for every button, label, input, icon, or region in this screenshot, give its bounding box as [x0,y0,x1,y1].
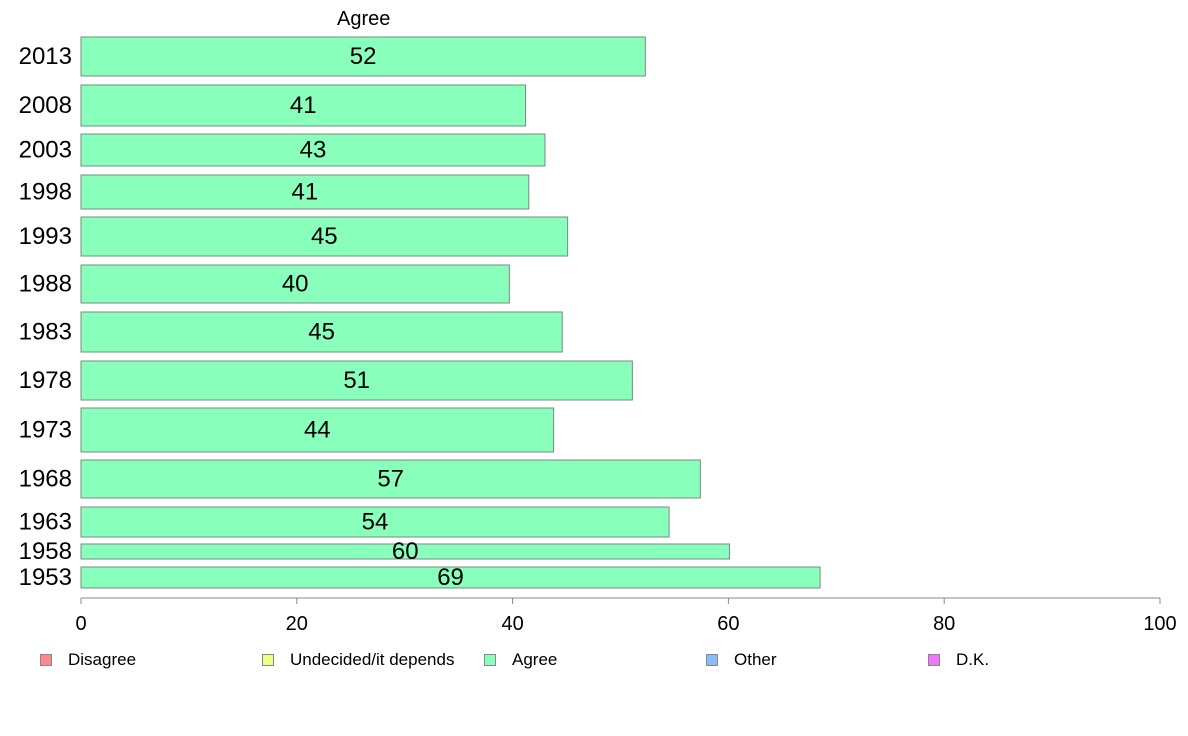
data-label: 69 [437,564,464,591]
bar-1978 [80,360,633,401]
legend-item: D.K. [928,650,989,670]
bar-1963 [80,506,670,538]
legend-swatch [928,654,940,666]
bar-1958 [80,543,730,560]
legend-item: Agree [484,650,557,670]
bar-1953 [80,566,821,589]
y-tick-label: 1968 [19,466,72,493]
x-tick-label: 60 [717,613,739,635]
x-tick-label: 80 [933,613,955,635]
bar-chart: Agree 2013 52 2008 41 2003 43 1998 41 1993 45 1988… [19,8,1177,635]
y-tick-label: 2008 [19,92,72,119]
y-tick-label: 1953 [19,564,72,591]
x-axis: 0 20 40 60 80 100 [75,597,1177,635]
data-label: 41 [290,92,317,119]
data-label: 51 [343,367,370,394]
bar-1998 [80,174,530,210]
x-tick-label: 0 [75,613,86,635]
bar-1993 [80,216,569,257]
data-label: 45 [311,223,338,250]
y-tick-label: 1983 [19,319,72,346]
legend-item: Disagree [40,650,136,670]
legend-swatch [484,654,496,666]
legend-label: D.K. [956,650,990,669]
y-tick-label: 1963 [19,509,72,536]
bar-2008 [80,84,527,127]
data-label: 60 [392,538,419,565]
bar-1983 [80,311,563,353]
legend-label: Agree [512,650,558,669]
data-label: 40 [282,271,309,298]
legend-item: Other [706,650,777,670]
x-tick-label: 20 [286,613,308,635]
y-tick-label: 1988 [19,271,72,298]
bar-1973 [80,407,555,453]
chart-title: Agree [337,8,390,30]
legend-label: Undecided/it depends [290,650,455,669]
data-label: 52 [350,43,377,70]
data-label: 41 [292,179,319,206]
bars-group: 2013 52 2008 41 2003 43 1998 41 1993 45 1988 40 1983… [19,36,821,591]
data-label: 44 [304,417,331,444]
legend-swatch [706,654,718,666]
data-label: 45 [308,319,335,346]
legend-label: Other [734,650,777,669]
data-label: 54 [362,509,389,536]
legend: Disagree Undecided/it depends Agree Other D.… [0,650,1188,674]
y-tick-label: 1973 [19,417,72,444]
data-label: 57 [377,466,404,493]
y-tick-label: 1958 [19,538,72,565]
data-label: 43 [300,137,327,164]
bar-2013 [80,36,646,77]
y-tick-label: 1978 [19,367,72,394]
legend-item: Undecided/it depends [262,650,454,670]
bar-1988 [80,264,510,304]
bar-1968 [80,459,701,499]
y-tick-label: 1993 [19,223,72,250]
x-tick-label: 40 [501,613,523,635]
legend-swatch [40,654,52,666]
legend-label: Disagree [68,650,137,669]
y-tick-label: 2013 [19,43,72,70]
y-tick-label: 1998 [19,179,72,206]
x-tick-label: 100 [1143,613,1176,635]
y-tick-label: 2003 [19,137,72,164]
bar-2003 [80,133,546,167]
legend-swatch [262,654,274,666]
